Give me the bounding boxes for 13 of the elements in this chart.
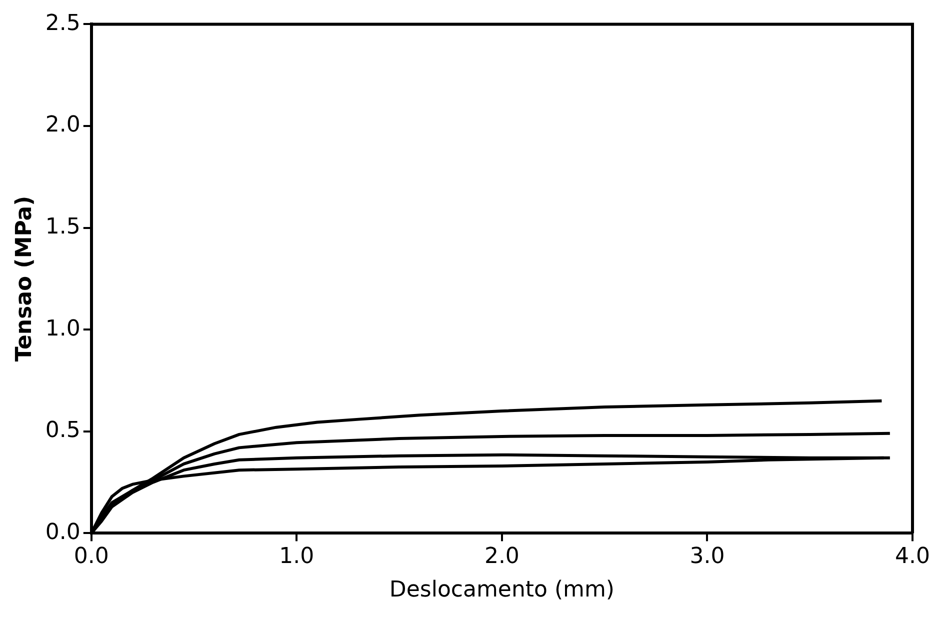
x-tick-label: 4.0 [895,544,930,570]
x-tick-label: 3.0 [690,544,725,570]
y-tick-label: 0.0 [45,520,80,545]
x-tick-label: 0.0 [74,544,109,570]
x-tick-label: 2.0 [484,544,520,570]
y-axis-title: Tensao (MPa) [12,196,37,362]
y-tick-label: 0.5 [45,418,80,444]
x-axis-title: Deslocamento (mm) [389,578,614,603]
y-tick-label: 1.5 [45,214,80,240]
y-tick-label: 2.0 [45,112,80,138]
y-tick-label: 1.0 [45,316,80,342]
y-tick-label: 2.5 [45,10,80,36]
x-tick-label: 1.0 [279,544,314,570]
